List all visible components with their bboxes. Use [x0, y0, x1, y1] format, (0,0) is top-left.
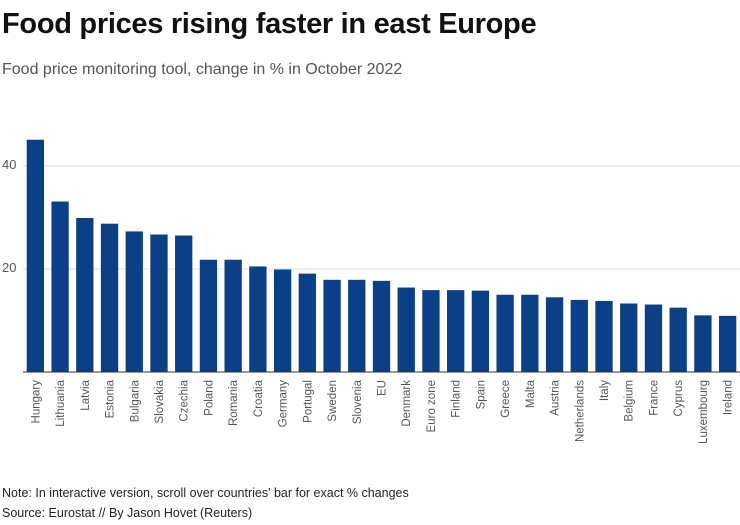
x-tick-label: Luxembourg: [698, 380, 710, 444]
x-tick-label: Germany: [278, 380, 290, 428]
bar-croatia[interactable]: [249, 266, 267, 372]
x-tick-label: Estonia: [105, 379, 117, 418]
bar-belgium[interactable]: [620, 303, 638, 373]
chart-title: Food prices rising faster in east Europe: [2, 8, 537, 40]
x-tick-label: Hungary: [30, 380, 42, 424]
bar-estonia[interactable]: [100, 223, 119, 372]
x-tick-label: Belgium: [624, 380, 636, 422]
bar-poland[interactable]: [199, 259, 218, 372]
x-tick-label: Greece: [500, 380, 512, 418]
x-tick-label: Bulgaria: [129, 379, 141, 422]
bar-euro-zone[interactable]: [422, 290, 440, 372]
bar-ireland[interactable]: [718, 315, 737, 372]
bar-germany[interactable]: [273, 269, 292, 372]
x-tick-label: Denmark: [401, 380, 413, 427]
bar-romania[interactable]: [224, 259, 242, 372]
bar-france[interactable]: [644, 304, 663, 372]
bar-denmark[interactable]: [397, 287, 415, 372]
x-tick-label: Austria: [550, 379, 562, 415]
x-tick-label: Euro zone: [426, 380, 438, 432]
bar-hungary[interactable]: [26, 139, 45, 372]
y-tick-label: 20: [2, 260, 16, 275]
x-tick-label: Romania: [228, 379, 240, 426]
bar-sweden[interactable]: [323, 279, 341, 372]
bar-greece[interactable]: [496, 294, 514, 372]
x-tick-label: Portugal: [302, 380, 314, 423]
bar-austria[interactable]: [545, 297, 564, 372]
bar-czechia[interactable]: [175, 235, 193, 372]
x-tick-label: Italy: [599, 380, 611, 401]
bar-spain[interactable]: [471, 290, 490, 372]
bar-latvia[interactable]: [76, 218, 94, 372]
bars: [26, 139, 737, 373]
chart-note: Note: In interactive version, scroll ove…: [2, 486, 409, 500]
category-labels: Hungary Lithuania Latvia Estonia Bulgaria Slo…: [30, 379, 734, 444]
x-tick-label: Sweden: [327, 380, 339, 422]
bar-bulgaria[interactable]: [125, 231, 143, 372]
x-tick-label: Slovakia: [154, 379, 166, 423]
chart-source: Source: Eurostat // By Jason Hovet (Reut…: [2, 506, 253, 520]
bar-italy[interactable]: [595, 300, 613, 372]
x-tick-label: Cyprus: [673, 380, 685, 417]
bar-lithuania[interactable]: [51, 201, 69, 372]
x-tick-label: Finland: [451, 380, 463, 418]
x-tick-label: France: [648, 380, 660, 416]
x-tick-label: Lithuania: [55, 379, 67, 426]
bar-portugal[interactable]: [298, 273, 316, 372]
y-tick-label: 40: [2, 157, 16, 172]
bar-malta[interactable]: [521, 294, 539, 372]
x-tick-label: Netherlands: [574, 380, 586, 442]
bar-finland[interactable]: [447, 290, 465, 372]
x-tick-label: Spain: [475, 380, 487, 409]
x-tick-label: Malta: [525, 379, 537, 408]
chart-subtitle: Food price monitoring tool, change in % …: [2, 61, 403, 78]
x-tick-label: Poland: [203, 380, 215, 416]
x-tick-label: Czechia: [179, 379, 191, 421]
bar-slovenia[interactable]: [348, 279, 366, 372]
x-tick-label: Ireland: [723, 380, 735, 415]
x-tick-label: Latvia: [80, 379, 92, 410]
bar-slovakia[interactable]: [150, 234, 168, 373]
bar-netherlands[interactable]: [570, 299, 588, 372]
bar-luxembourg[interactable]: [694, 315, 712, 372]
x-tick-label: EU: [377, 380, 389, 396]
x-tick-label: Croatia: [253, 379, 265, 417]
x-tick-label: Slovenia: [352, 379, 364, 424]
bar-eu[interactable]: [372, 280, 391, 372]
bar-cyprus[interactable]: [669, 307, 687, 373]
